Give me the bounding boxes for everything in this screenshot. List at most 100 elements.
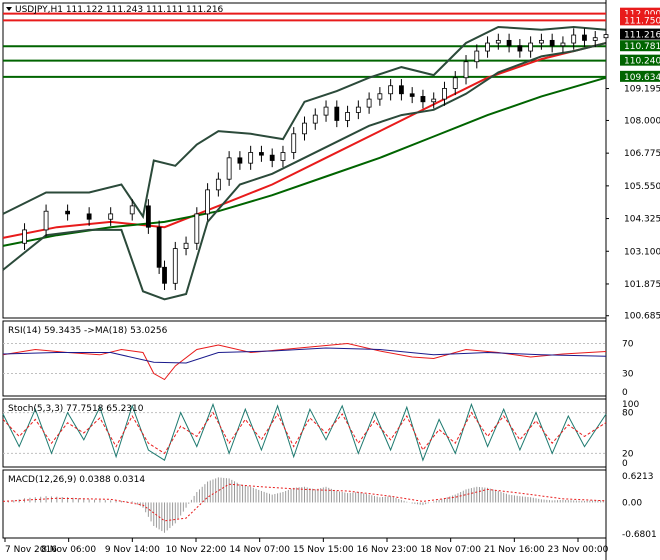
rsi-series-line: [2, 342, 607, 381]
panel-frame-3: [2, 469, 607, 539]
price-tag-bg: [620, 14, 660, 26]
stoch-tick-label: 80: [622, 409, 634, 419]
dropdown-arrow-icon[interactable]: [6, 7, 12, 11]
rsi-tick-label: 30: [622, 370, 634, 380]
price-series-bb_lower: [2, 42, 607, 301]
candle-body: [345, 112, 350, 121]
macd-tick-label: 0.6213: [622, 472, 654, 482]
time-label: 15 Nov 15:00: [293, 545, 354, 555]
candle-body: [506, 39, 512, 47]
candle-body: [248, 152, 254, 164]
candle-body: [334, 106, 340, 121]
candle-body: [269, 154, 275, 161]
candle-body: [582, 34, 587, 41]
chart-title: USDJPY,H1 111.122 111.243 111.111 111.21…: [15, 5, 224, 15]
candle-body: [280, 152, 286, 161]
time-label: 23 Nov 00:00: [548, 545, 609, 555]
macd-tick-label: 0.00: [622, 498, 642, 508]
macd-title: MACD(12,26,9) 0.0388 0.0314: [8, 475, 145, 485]
price-tag-bg: [620, 54, 660, 66]
candle-body: [495, 39, 501, 44]
price-tag-label: 109.634: [624, 73, 660, 83]
rsi-tick-label: 0: [622, 388, 628, 398]
candle-body: [560, 42, 566, 47]
candle-body: [259, 152, 264, 156]
candle-body: [237, 157, 243, 164]
price-tag-bg: [620, 28, 660, 40]
price-tag-label: 111.750: [624, 16, 660, 26]
price-series-ma: [2, 76, 607, 247]
candle-body: [86, 213, 92, 220]
panel-frame-2: [2, 398, 607, 468]
candle-body: [43, 210, 49, 231]
candle-body: [549, 39, 555, 47]
panel-frame-1: [2, 320, 607, 397]
price-tick-label: 106.775: [624, 149, 660, 159]
candle-body: [377, 93, 383, 100]
time-label: 9 Nov 14:00: [105, 545, 160, 555]
candle-body: [388, 85, 394, 95]
price-tick-label: 100.685: [624, 312, 660, 322]
price-tick-label: 101.875: [624, 280, 660, 290]
price-tag-bg: [620, 7, 660, 19]
candle-body: [291, 133, 297, 153]
stoch-tick-label: 100: [622, 400, 639, 410]
candle-body: [485, 42, 490, 52]
candle-body: [517, 45, 523, 52]
candle-body: [474, 50, 480, 63]
candle-body: [431, 98, 437, 103]
time-label: 21 Nov 16:00: [484, 545, 545, 555]
candle-body: [592, 37, 598, 41]
candle-body: [215, 178, 221, 191]
price-tag-bg: [620, 40, 660, 52]
candle-body: [420, 96, 426, 103]
time-label: 14 Nov 07:00: [229, 545, 290, 555]
candle-body: [452, 77, 458, 89]
candle-body: [409, 93, 415, 97]
macd-tick-label: -0.6801: [622, 530, 657, 540]
time-label: 10 Nov 22:00: [166, 545, 227, 555]
panel-frame-0: [2, 2, 607, 319]
candle-body: [22, 229, 27, 244]
price-tick-label: 108.000: [624, 116, 660, 126]
rsi-tick-label: 70: [622, 340, 634, 350]
candle-body: [205, 189, 210, 215]
stoch-title: Stoch(5,3,3) 77.7518 65.2310: [8, 404, 144, 414]
time-label: 8 Nov 06:00: [41, 545, 96, 555]
time-label: 16 Nov 23:00: [357, 545, 418, 555]
time-label: 18 Nov 07:00: [420, 545, 481, 555]
price-tag-label: 111.216: [624, 31, 660, 41]
stoch-d-line: [2, 411, 607, 455]
rsi-series-line: [2, 347, 607, 364]
price-series-bb_upper: [2, 25, 607, 220]
candle-body: [528, 42, 534, 52]
candle-body: [194, 213, 200, 244]
stoch-tick-label: 20: [622, 449, 634, 459]
candle-body: [129, 205, 135, 215]
stoch-tick-label: 0: [622, 459, 628, 469]
time-label: 7 Nov 2016: [5, 545, 57, 555]
candle-body: [108, 213, 114, 220]
candle-body: [65, 210, 71, 215]
candle-body: [183, 242, 189, 249]
candle-body: [172, 248, 178, 284]
candle-body: [366, 98, 372, 108]
price-tag-label: 110.240: [624, 57, 660, 67]
price-tick-label: 103.100: [624, 247, 660, 257]
candle-body: [442, 88, 447, 100]
candle-body: [538, 39, 544, 44]
candle-body: [355, 106, 361, 113]
price-tag-bg: [620, 70, 660, 82]
candle-body: [302, 122, 307, 135]
candle-body: [463, 61, 469, 79]
price-tick-label: 109.195: [624, 85, 660, 95]
candle-body: [156, 226, 162, 268]
candle-body: [571, 34, 577, 44]
candle-body: [226, 157, 232, 180]
candle-body: [603, 34, 609, 39]
price-tick-label: 105.550: [624, 182, 660, 192]
candle-body: [399, 85, 404, 95]
price-tick-label: 104.325: [624, 215, 660, 225]
